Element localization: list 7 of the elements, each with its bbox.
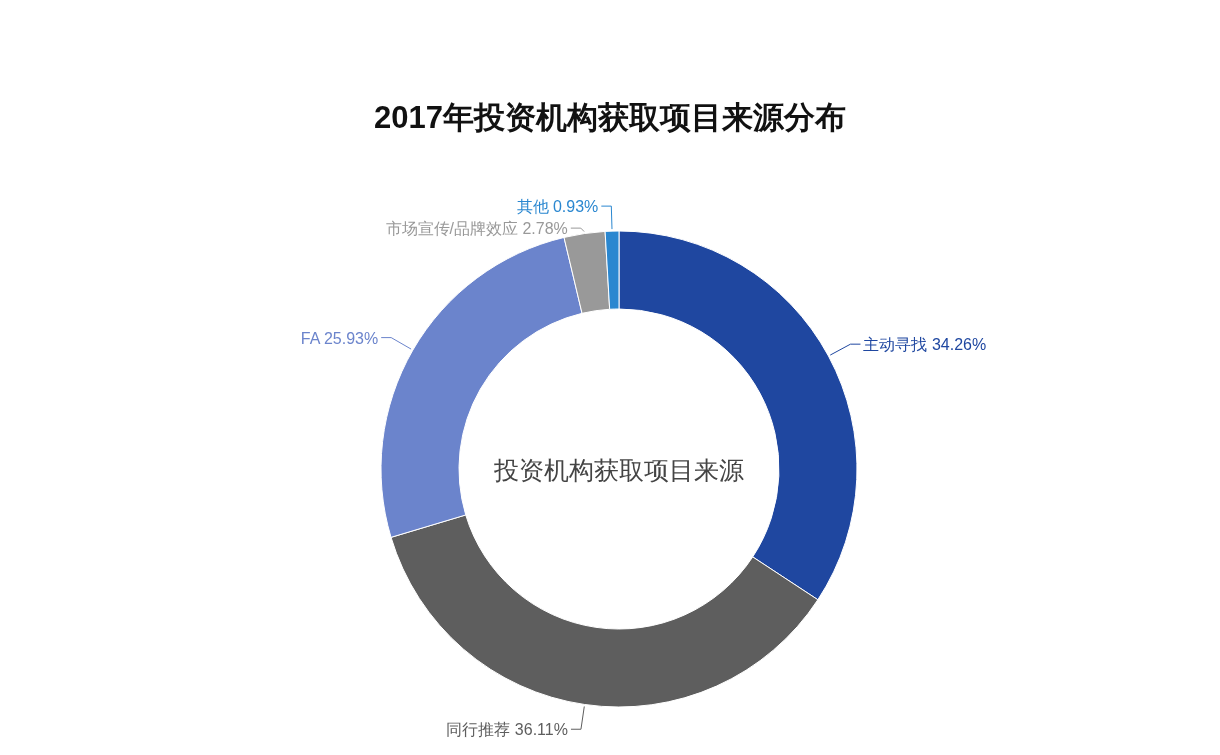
slice-label: 市场宣传/品牌效应 2.78% [385, 220, 568, 238]
text: 投资机构获取项目来源 [493, 456, 744, 484]
slice-label: 其他 0.93% [516, 198, 599, 216]
slice-label: 主动寻找 34.26% [863, 336, 987, 354]
slice-label: FA 25.93% [300, 329, 379, 347]
slice-label: 同行推荐 36.11% [446, 721, 568, 739]
chart-title: 2017年投资机构获取项目来源分布 [374, 100, 846, 135]
